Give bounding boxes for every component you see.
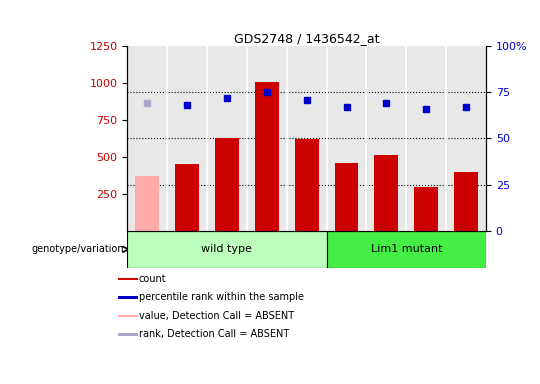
Bar: [374, 156, 399, 231]
Text: rank, Detection Call = ABSENT: rank, Detection Call = ABSENT: [139, 329, 289, 339]
Bar: [175, 164, 199, 231]
Bar: [287, 46, 327, 231]
Bar: [335, 163, 359, 231]
Text: genotype/variation: genotype/variation: [32, 244, 124, 254]
Bar: [255, 81, 279, 231]
Bar: [327, 231, 486, 268]
Text: value, Detection Call = ABSENT: value, Detection Call = ABSENT: [139, 311, 294, 321]
Text: wild type: wild type: [201, 244, 252, 254]
Bar: [118, 278, 138, 280]
Bar: [118, 314, 138, 317]
Text: Lim1 mutant: Lim1 mutant: [370, 244, 442, 254]
Bar: [118, 296, 138, 299]
Text: count: count: [139, 274, 166, 284]
Bar: [215, 138, 239, 231]
Bar: [406, 46, 446, 231]
Text: percentile rank within the sample: percentile rank within the sample: [139, 292, 303, 303]
Bar: [127, 231, 327, 268]
Bar: [207, 46, 247, 231]
Bar: [167, 46, 207, 231]
Bar: [118, 333, 138, 336]
Bar: [247, 46, 287, 231]
Bar: [327, 46, 367, 231]
Bar: [454, 172, 478, 231]
Bar: [414, 187, 438, 231]
Bar: [446, 46, 486, 231]
Bar: [135, 176, 159, 231]
Title: GDS2748 / 1436542_at: GDS2748 / 1436542_at: [234, 32, 380, 45]
Bar: [127, 46, 167, 231]
Bar: [367, 46, 406, 231]
Bar: [295, 139, 319, 231]
